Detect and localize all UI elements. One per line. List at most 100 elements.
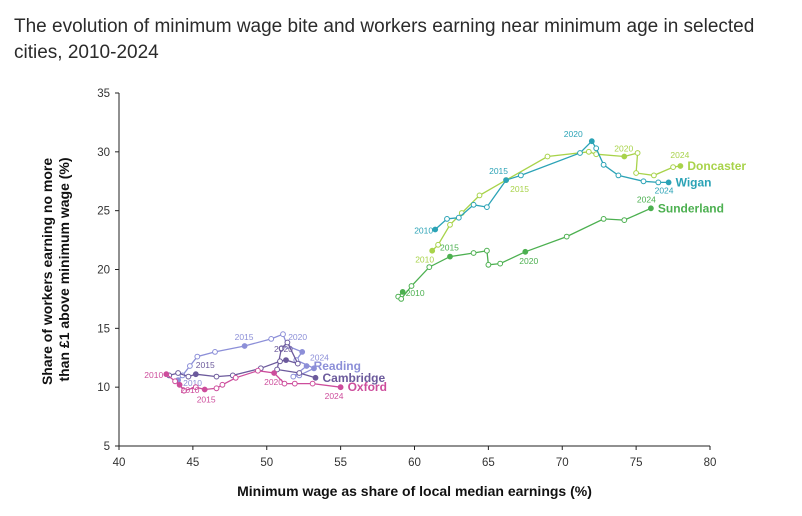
data-point-wigan-2019 [593,145,600,152]
data-point-sunderland-2017 [484,247,490,254]
data-point-reading-2017 [280,331,286,338]
data-point-doncaster-2019 [621,153,628,160]
y-tick-label: 5 [104,441,110,453]
series-cambridge: 2015 2020 Cambridge [166,339,386,385]
y-axis-label-line-2: than £1 above minimum wage (%) [56,157,72,381]
data-point-reading-2014 [212,349,218,355]
y-tick-label: 30 [97,147,110,159]
year-label-oxford: 2010 [181,385,200,395]
year-label-wigan: 2020 [564,129,583,139]
data-point-reading-2015 [241,343,248,349]
series-label-cambridge: Cambridge [323,371,386,385]
data-point-doncaster-2024 [677,163,684,169]
data-point-oxford-2010 [163,371,170,378]
data-point-oxford-2019 [255,367,261,374]
x-tick-label: 50 [260,457,273,469]
data-point-oxford-2022 [291,380,298,387]
data-point-doncaster-2017 [585,148,592,155]
data-point-sunderland-2014 [426,264,433,271]
year-label-oxford: 2024 [325,391,344,401]
data-point-doncaster-2016 [544,153,551,160]
data-point-oxford-2020 [271,370,278,376]
data-point-reading-2016 [268,336,275,342]
data-point-cambridge-2023 [296,370,303,376]
data-point-sunderland-2013 [408,283,415,289]
data-point-sunderland-2018 [485,261,492,268]
data-point-wigan-2011 [444,216,450,222]
tick-labels: 40 45 50 55 60 65 70 75 80 5 10 15 20 25 30 35 [97,88,716,469]
data-point-oxford-2013 [181,387,187,394]
data-point-wigan-2012 [455,214,462,221]
data-point-doncaster-2023 [670,164,676,171]
data-point-cambridge-2024 [312,374,319,381]
data-point-wigan-2013 [470,201,477,208]
data-point-doncaster-2014 [476,192,483,199]
series-label-reading: Reading [314,359,361,373]
x-tick-label: 55 [334,457,347,469]
x-tick-label: 75 [630,457,643,469]
data-point-oxford-2015 [201,386,208,393]
chart-title: The evolution of minimum wage bite and w… [14,16,755,63]
x-tick-label: 80 [704,457,717,469]
y-tick-label: 25 [97,206,110,218]
y-tick-label: 35 [97,88,110,100]
chart-axes [115,92,711,450]
data-point-reading-2019 [299,349,306,355]
year-label-sunderland: 2020 [519,256,538,266]
series-label-oxford: Oxford [348,380,387,394]
y-axis-label-line-1: Share of workers earning no more [39,158,55,385]
series-label-doncaster: Doncaster [687,159,746,173]
data-point-sunderland-2019 [497,260,504,267]
data-point-oxford-2024 [337,384,344,391]
y-tick-label: 15 [97,323,110,335]
data-point-sunderland-2020 [522,248,529,255]
year-label-reading: 2015 [235,332,254,342]
data-point-cambridge-2021 [278,345,285,352]
y-axis-label: Share of workers earning no more than £1… [39,154,72,385]
data-point-cambridge-2020 [284,339,291,346]
data-point-wigan-2015 [503,177,510,184]
data-point-wigan-2010 [432,226,439,233]
data-point-cambridge-2013 [192,371,199,378]
x-tick-label: 60 [408,457,421,469]
data-point-wigan-2022 [640,178,647,185]
year-label-doncaster: 2015 [510,184,529,194]
data-point-cambridge-2012 [185,373,192,380]
data-point-wigan-2024 [665,179,672,186]
data-point-doncaster-2022 [651,172,657,179]
data-point-wigan-2018 [588,138,595,145]
data-point-oxford-2016 [213,385,220,392]
year-label-doncaster: 2024 [670,150,689,160]
year-label-doncaster: 2020 [614,144,633,154]
data-point-cambridge-2011 [175,370,182,376]
year-label-sunderland: 2010 [406,288,425,298]
data-point-cambridge-2017 [277,358,283,365]
series-label-sunderland: Sunderland [658,201,724,215]
year-label-wigan: 2024 [655,185,674,195]
data-point-doncaster-2011 [435,241,442,248]
data-point-doncaster-2012 [447,221,453,228]
data-point-oxford-2012 [176,381,183,388]
data-point-sunderland-2010 [399,289,406,295]
data-point-sunderland-2015 [447,253,453,260]
year-label-wigan: 2015 [489,166,508,176]
data-point-wigan-2016 [518,172,524,179]
data-point-sunderland-2016 [470,250,477,256]
data-point-reading-2013 [194,353,201,360]
data-point-oxford-2017 [219,381,226,388]
data-point-oxford-2014 [192,384,199,391]
data-point-cambridge-2019 [294,360,301,367]
data-point-wigan-2023 [655,179,662,186]
year-label-sunderland: 2024 [637,194,656,204]
data-point-reading-2024 [303,363,310,369]
data-point-cambridge-2022 [274,366,281,373]
x-tick-label: 40 [113,457,126,469]
y-tick-label: 10 [97,382,110,394]
data-point-reading-2021 [311,365,317,372]
